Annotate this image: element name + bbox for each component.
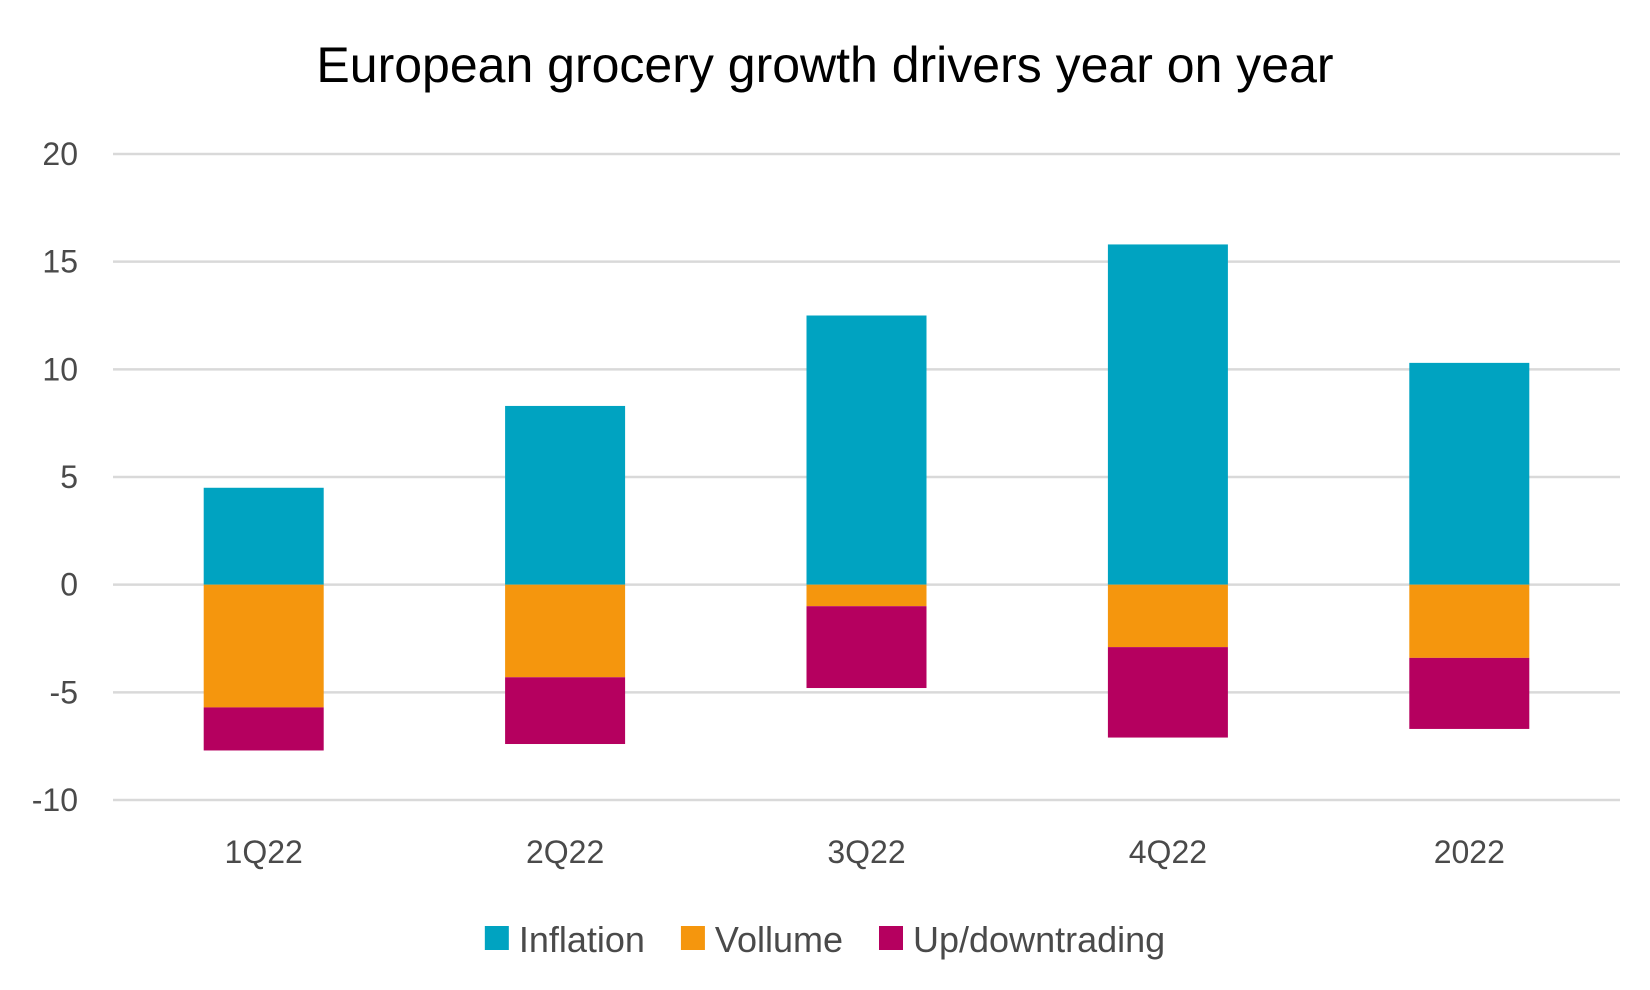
bar-up-downtrading-2022 bbox=[1409, 657, 1530, 729]
y-tick-label: -5 bbox=[50, 674, 78, 710]
y-tick-label: 20 bbox=[42, 136, 78, 172]
bar-up-downtrading-3q22 bbox=[806, 606, 927, 689]
y-tick-label: 0 bbox=[60, 567, 78, 603]
x-tick-label: 2022 bbox=[1434, 834, 1505, 870]
y-axis-tick-labels: 20 15 10 5 0 -5 -10 bbox=[32, 136, 78, 818]
x-axis-tick-labels: 1Q22 2Q22 3Q22 4Q22 2022 bbox=[225, 834, 1505, 870]
y-tick-label: 5 bbox=[60, 459, 78, 495]
legend-label: Vollume bbox=[715, 919, 843, 960]
y-tick-label: 15 bbox=[42, 244, 78, 280]
bar-inflation-1q22 bbox=[203, 487, 324, 585]
bar-vollume-1q22 bbox=[203, 584, 324, 708]
x-tick-label: 3Q22 bbox=[827, 834, 905, 870]
bar-vollume-4q22 bbox=[1107, 584, 1228, 648]
bar-up-downtrading-2q22 bbox=[505, 677, 626, 745]
bar-inflation-3q22 bbox=[806, 315, 927, 585]
legend-swatch bbox=[680, 926, 705, 950]
legend-label: Up/downtrading bbox=[913, 919, 1165, 960]
bar-vollume-2022 bbox=[1409, 584, 1530, 658]
legend-item: Vollume bbox=[680, 919, 843, 960]
bars bbox=[203, 244, 1530, 751]
bar-inflation-2022 bbox=[1409, 362, 1530, 585]
x-tick-label: 2Q22 bbox=[526, 834, 604, 870]
legend-item: Inflation bbox=[484, 919, 645, 960]
legend-swatch bbox=[484, 926, 509, 950]
x-tick-label: 1Q22 bbox=[225, 834, 303, 870]
bar-up-downtrading-1q22 bbox=[203, 707, 324, 751]
bar-up-downtrading-4q22 bbox=[1107, 647, 1228, 738]
legend: Inflation Vollume Up/downtrading bbox=[484, 919, 1165, 960]
legend-swatch bbox=[879, 926, 903, 950]
legend-label: Inflation bbox=[519, 919, 645, 960]
bar-vollume-2q22 bbox=[505, 584, 626, 678]
bar-vollume-3q22 bbox=[806, 584, 927, 607]
bar-inflation-2q22 bbox=[505, 405, 626, 585]
x-tick-label: 4Q22 bbox=[1129, 834, 1207, 870]
bar-inflation-4q22 bbox=[1107, 244, 1228, 585]
y-tick-label: 10 bbox=[42, 351, 78, 387]
legend-item: Up/downtrading bbox=[879, 919, 1165, 960]
y-tick-label: -10 bbox=[32, 782, 78, 818]
chart-title: European grocery growth drivers year on … bbox=[316, 37, 1333, 93]
